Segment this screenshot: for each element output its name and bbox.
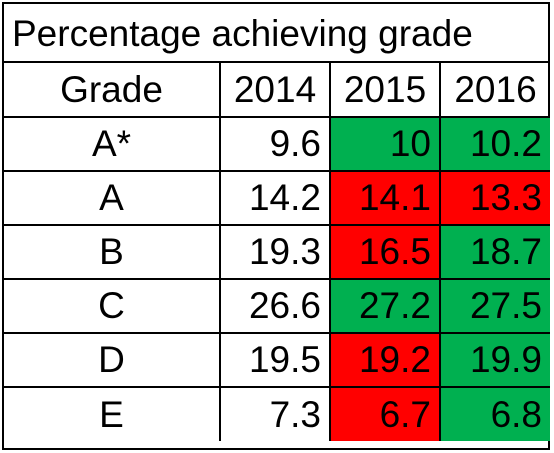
value-cell-2015: 6.7 bbox=[329, 386, 441, 441]
table-row: D 19.5 19.2 19.9 bbox=[4, 332, 550, 388]
value-cell-2015: 27.2 bbox=[329, 278, 441, 334]
value-cell-2016: 6.8 bbox=[439, 386, 550, 441]
header-grade: Grade bbox=[4, 63, 221, 118]
grade-cell: A* bbox=[4, 117, 221, 172]
table-row: C 26.6 27.2 27.5 bbox=[4, 278, 550, 334]
value-cell-2015: 14.1 bbox=[329, 170, 441, 226]
grade-table: Grade 2014 2015 2016 A* 9.6 10 10.2 A 14.2 14.… bbox=[4, 63, 550, 441]
value-cell-2015: 16.5 bbox=[329, 224, 441, 280]
value-cell-2014: 26.6 bbox=[219, 278, 331, 334]
header-row: Grade 2014 2015 2016 bbox=[4, 63, 550, 118]
value-cell-2015: 19.2 bbox=[329, 332, 441, 388]
value-cell-2015: 10 bbox=[329, 117, 441, 172]
value-cell-2016: 27.5 bbox=[439, 278, 550, 334]
value-cell-2014: 9.6 bbox=[219, 117, 331, 172]
grade-cell: D bbox=[4, 332, 221, 388]
value-cell-2016: 18.7 bbox=[439, 224, 550, 280]
table-row: B 19.3 16.5 18.7 bbox=[4, 224, 550, 280]
grade-cell: C bbox=[4, 278, 221, 334]
value-cell-2016: 10.2 bbox=[439, 117, 550, 172]
table-title: Percentage achieving grade bbox=[4, 4, 548, 63]
value-cell-2014: 19.5 bbox=[219, 332, 331, 388]
value-cell-2014: 7.3 bbox=[219, 386, 331, 441]
grade-cell: B bbox=[4, 224, 221, 280]
header-2015: 2015 bbox=[329, 63, 441, 118]
table-row: A* 9.6 10 10.2 bbox=[4, 117, 550, 172]
table-row: A 14.2 14.1 13.3 bbox=[4, 170, 550, 226]
grade-table-panel: Percentage achieving grade Grade 2014 20… bbox=[2, 2, 550, 450]
header-2014: 2014 bbox=[219, 63, 331, 118]
value-cell-2016: 13.3 bbox=[439, 170, 550, 226]
table-body: A* 9.6 10 10.2 A 14.2 14.1 13.3 B 19.3 16.5 18.7 C 26… bbox=[4, 117, 550, 441]
value-cell-2014: 14.2 bbox=[219, 170, 331, 226]
grade-cell: E bbox=[4, 386, 221, 441]
value-cell-2016: 19.9 bbox=[439, 332, 550, 388]
header-2016: 2016 bbox=[439, 63, 550, 118]
value-cell-2014: 19.3 bbox=[219, 224, 331, 280]
table-row: E 7.3 6.7 6.8 bbox=[4, 386, 550, 441]
grade-cell: A bbox=[4, 170, 221, 226]
